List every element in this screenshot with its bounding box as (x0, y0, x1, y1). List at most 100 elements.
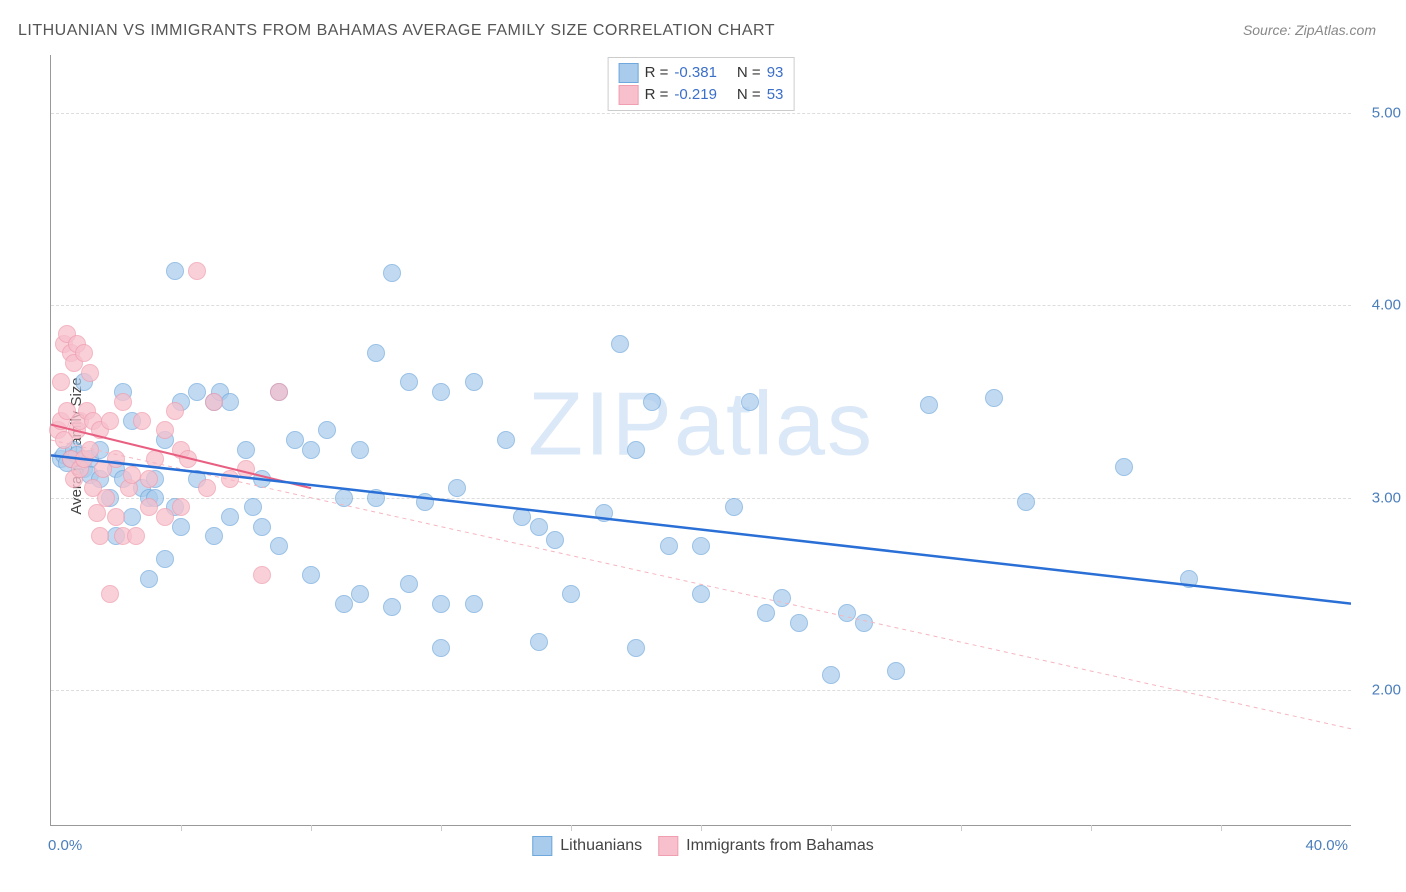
swatch-pink (619, 85, 639, 105)
data-point (367, 344, 385, 362)
data-point (465, 373, 483, 391)
data-point (221, 470, 239, 488)
data-point (205, 527, 223, 545)
data-point (611, 335, 629, 353)
data-point (822, 666, 840, 684)
data-point (107, 508, 125, 526)
data-point (101, 585, 119, 603)
data-point (140, 470, 158, 488)
data-point (123, 508, 141, 526)
data-point (52, 373, 70, 391)
data-point (75, 344, 93, 362)
data-point (166, 402, 184, 420)
data-point (172, 518, 190, 536)
data-point (156, 550, 174, 568)
data-point (302, 441, 320, 459)
data-point (725, 498, 743, 516)
data-point (546, 531, 564, 549)
data-point (660, 537, 678, 555)
data-point (221, 393, 239, 411)
plot-area: ZIPatlas R = -0.381 N = 93 R = -0.219 N … (50, 55, 1351, 826)
data-point (790, 614, 808, 632)
data-point (335, 595, 353, 613)
chart-title: LITHUANIAN VS IMMIGRANTS FROM BAHAMAS AV… (18, 22, 775, 40)
data-point (432, 639, 450, 657)
data-point (887, 662, 905, 680)
legend-item-2: Immigrants from Bahamas (658, 836, 874, 856)
data-point (1017, 493, 1035, 511)
data-point (107, 450, 125, 468)
data-point (244, 498, 262, 516)
data-point (302, 566, 320, 584)
data-point (188, 383, 206, 401)
data-point (757, 604, 775, 622)
legend-label-2: Immigrants from Bahamas (686, 837, 874, 855)
y-tick-label: 3.00 (1356, 489, 1401, 506)
data-point (432, 383, 450, 401)
swatch-pink (658, 836, 678, 856)
data-point (773, 589, 791, 607)
data-point (101, 412, 119, 430)
data-point (351, 441, 369, 459)
data-point (133, 412, 151, 430)
data-point (383, 264, 401, 282)
data-point (81, 364, 99, 382)
data-point (692, 585, 710, 603)
data-point (351, 585, 369, 603)
data-point (1180, 570, 1198, 588)
data-point (400, 575, 418, 593)
data-point (985, 389, 1003, 407)
stats-row-2: R = -0.219 N = 53 (619, 84, 784, 106)
data-point (198, 479, 216, 497)
data-point (156, 421, 174, 439)
data-point (838, 604, 856, 622)
stats-row-1: R = -0.381 N = 93 (619, 62, 784, 84)
data-point (91, 527, 109, 545)
data-point (643, 393, 661, 411)
series-legend: Lithuanians Immigrants from Bahamas (532, 836, 873, 856)
data-point (172, 498, 190, 516)
data-point (855, 614, 873, 632)
chart-container: LITHUANIAN VS IMMIGRANTS FROM BAHAMAS AV… (0, 0, 1406, 892)
data-point (88, 504, 106, 522)
data-point (188, 262, 206, 280)
y-tick-label: 4.00 (1356, 297, 1401, 314)
data-point (114, 393, 132, 411)
data-point (123, 466, 141, 484)
y-tick-label: 5.00 (1356, 104, 1401, 121)
data-point (81, 441, 99, 459)
legend-label-1: Lithuanians (560, 837, 642, 855)
data-point (140, 498, 158, 516)
data-point (253, 518, 271, 536)
data-point (400, 373, 418, 391)
data-point (221, 508, 239, 526)
data-point (530, 633, 548, 651)
data-point (97, 489, 115, 507)
data-point (286, 431, 304, 449)
data-point (367, 489, 385, 507)
data-point (166, 262, 184, 280)
data-point (179, 450, 197, 468)
data-point (253, 470, 271, 488)
data-point (595, 504, 613, 522)
data-point (146, 450, 164, 468)
data-point (465, 595, 483, 613)
legend-item-1: Lithuanians (532, 836, 642, 856)
data-point (237, 441, 255, 459)
data-point (383, 598, 401, 616)
data-point (497, 431, 515, 449)
swatch-blue (532, 836, 552, 856)
source-label: Source: ZipAtlas.com (1243, 22, 1376, 38)
data-point (237, 460, 255, 478)
data-point (335, 489, 353, 507)
data-point (448, 479, 466, 497)
stats-legend: R = -0.381 N = 93 R = -0.219 N = 53 (608, 57, 795, 111)
data-point (627, 639, 645, 657)
y-tick-label: 2.00 (1356, 682, 1401, 699)
watermark: ZIPatlas (528, 373, 874, 476)
data-point (156, 508, 174, 526)
swatch-blue (619, 63, 639, 83)
data-point (432, 595, 450, 613)
data-point (562, 585, 580, 603)
data-point (253, 566, 271, 584)
